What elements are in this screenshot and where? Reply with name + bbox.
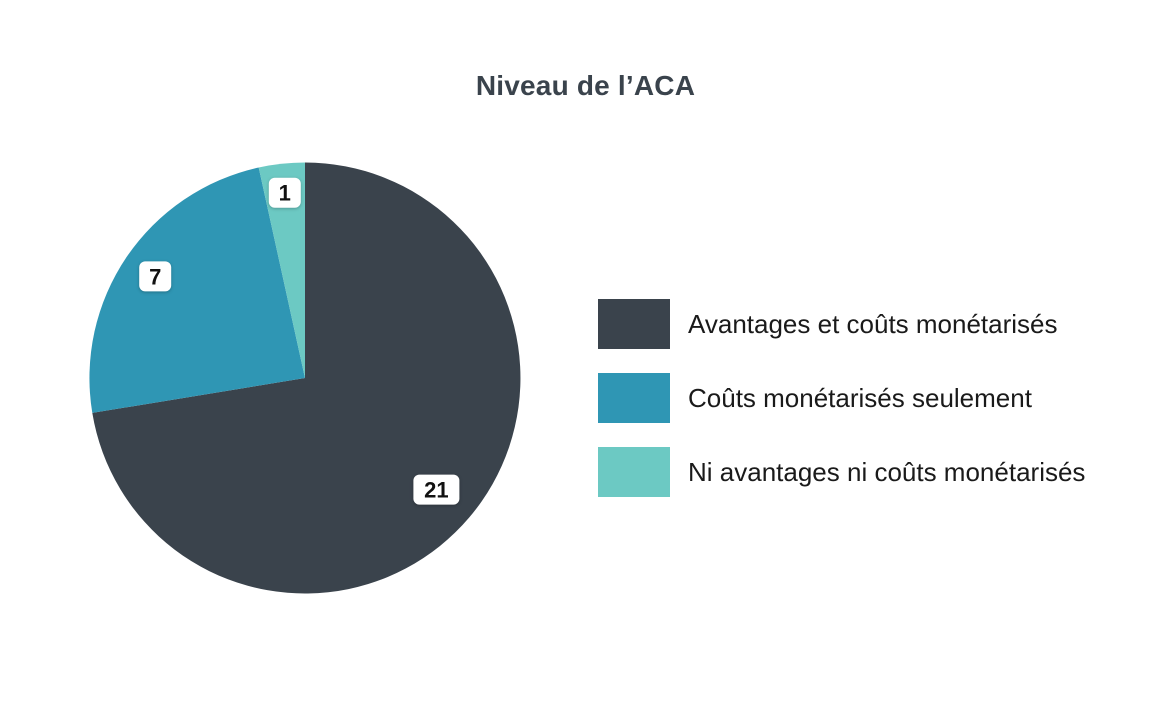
legend-item-couts-monetarises-seulement[interactable]: Coûts monétarisés seulement [598,373,1085,423]
legend-swatch-ni-avantages-ni-couts-monetarises [598,447,670,497]
legend-label-ni-avantages-ni-couts-monetarises: Ni avantages ni coûts monétarisés [688,456,1086,487]
pie-slice-3[interactable] [258,162,305,378]
legend: Avantages et coûts monétarisés Coûts mon… [598,299,1085,521]
legend-swatch-avantages-et-couts-monetarises [598,299,670,349]
legend-item-ni-avantages-ni-couts-monetarises[interactable]: Ni avantages ni coûts monétarisés [598,447,1085,497]
pie-data-label-1: 21 [413,474,460,505]
legend-swatch-couts-monetarises-seulement [598,373,670,423]
chart-title: Niveau de l’ACA [475,70,696,101]
legend-label-avantages-et-couts-monetarises: Avantages et coûts monétarisés [688,308,1058,339]
pie-data-label-2: 7 [139,261,172,292]
pie-slice-2[interactable] [89,167,305,413]
svg-text:21: 21 [424,478,448,503]
legend-label-couts-monetarises-seulement: Coûts monétarisés seulement [688,382,1032,413]
pie-data-label-3: 1 [268,177,301,208]
svg-text:7: 7 [149,264,161,289]
legend-item-avantages-et-couts-monetarises[interactable]: Avantages et coûts monétarisés [598,299,1085,349]
svg-text:1: 1 [279,181,291,206]
